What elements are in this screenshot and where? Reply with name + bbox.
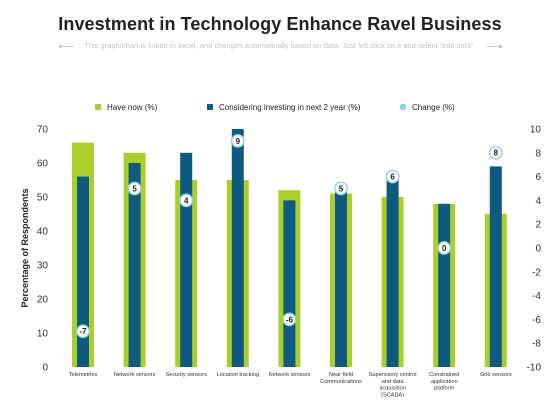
bar-considering: [335, 190, 347, 367]
y2-tick-label: -4: [532, 291, 541, 302]
legend-swatch-change: [399, 103, 407, 111]
change-point: [385, 169, 400, 184]
y2-tick-label: 2: [535, 220, 541, 231]
y2-tick-label: -10: [527, 363, 542, 374]
y2-tick-label: -2: [532, 267, 541, 278]
y2-tick-label: 6: [535, 172, 541, 183]
y-tick-label: 50: [37, 193, 49, 204]
x-tick-label: Location tracking: [217, 372, 259, 378]
change-point: [334, 181, 348, 196]
change-data-label: 4: [184, 196, 189, 205]
legend-label-1: Considering investing in next 2 year (%): [219, 103, 361, 112]
title-rule-right: [487, 45, 502, 48]
bar-considering: [438, 203, 451, 367]
change-point: [76, 324, 90, 339]
bar-considering: [128, 163, 141, 367]
change-point: [127, 181, 142, 196]
change-data-label: 0: [442, 244, 447, 253]
y2-tick-label: -8: [532, 339, 541, 350]
x-tick-label: Constrained application platform: [429, 372, 459, 392]
title-rule-left: [59, 45, 74, 48]
y2-tick-label: 4: [535, 196, 541, 207]
y2-tick-label: 10: [530, 125, 542, 136]
bar-considering: [489, 166, 502, 367]
x-tick-label: Grib sensors: [480, 372, 512, 378]
change-data-label: 5: [132, 184, 137, 193]
change-data-label: 9: [236, 137, 241, 146]
change-data-label: -7: [79, 327, 87, 336]
y-tick-label: 30: [37, 261, 49, 272]
bar-considering: [77, 176, 89, 367]
change-data-label: 8: [494, 149, 499, 158]
x-tick-label: Supervisory control and data acquisition (S…: [369, 372, 417, 398]
change-point: [488, 145, 503, 160]
legend-swatch-0: [95, 104, 101, 110]
y-axis-left: 0 10 20 30 40 50 60 70: [37, 125, 49, 374]
y-axis-right: -10 -8 -6 -4 -2 0 2 4 6 8 10: [527, 125, 542, 374]
y-tick-label: 70: [37, 125, 49, 136]
change-point: [230, 133, 245, 148]
chart-title: Investment in Technology Enhance Ravel B…: [58, 14, 502, 34]
chart-legend: Have now (%) Considering investing in nex…: [95, 103, 455, 112]
x-tick-label: Network sensors: [114, 372, 156, 378]
change-point: [179, 193, 194, 208]
change-data-label: 5: [339, 184, 344, 193]
bar-considering: [180, 152, 193, 367]
y2-tick-label: 8: [535, 148, 541, 159]
y2-tick-label: -6: [532, 315, 541, 326]
y-tick-label: 10: [37, 329, 49, 340]
x-axis-labels: Telemetries Network sensors Security senso…: [69, 372, 512, 398]
chart-subtitle: This graph/chart is linked to excel, and…: [84, 41, 476, 50]
legend-swatch-1: [207, 104, 213, 110]
y2-tick-label: 0: [535, 244, 541, 255]
legend-label-0: Have now (%): [107, 103, 158, 112]
change-data-label: 6: [390, 173, 395, 182]
x-tick-label: Security sensors: [166, 372, 208, 378]
y-tick-label: 20: [37, 295, 49, 306]
series-change: -7 5 4 9 -6 5 6 0 8: [76, 133, 503, 339]
y-tick-label: 60: [37, 159, 49, 170]
legend-label-2: Change (%): [412, 103, 455, 112]
y-axis-label: Percentage of Respondents: [20, 188, 30, 307]
bar-considering: [231, 129, 244, 367]
x-tick-label: Network sensors: [269, 372, 311, 378]
y-tick-label: 0: [42, 363, 48, 374]
bar-considering: [386, 176, 399, 367]
change-data-label: -6: [286, 315, 294, 324]
y-tick-label: 40: [37, 227, 49, 238]
change-point: [437, 241, 452, 255]
bar-considering: [283, 200, 296, 367]
change-point: [282, 312, 297, 327]
x-tick-label: Telemetries: [69, 372, 98, 378]
x-tick-label: Near field Communications: [320, 372, 362, 385]
